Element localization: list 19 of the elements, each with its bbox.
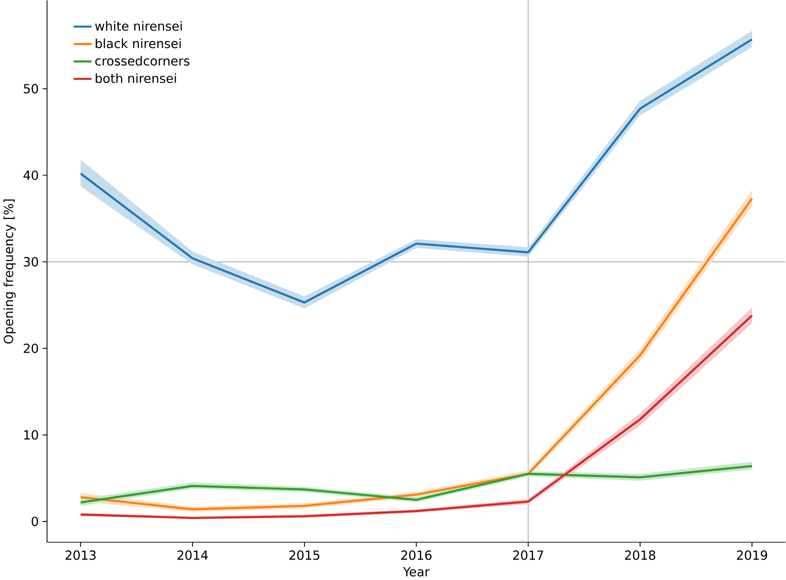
x-tick-label: 2014	[177, 550, 208, 560]
y-tick-label: 20	[24, 344, 38, 354]
x-tick-label: 2019	[736, 550, 768, 560]
x-tick-label: 2017	[513, 550, 544, 560]
legend-label: crossedcorners	[95, 56, 190, 66]
y-axis-title: Opening frequency [%]	[4, 199, 16, 344]
legend-label: white nirensei	[95, 21, 182, 31]
legend-label: both nirensei	[96, 73, 176, 84]
x-tick-label: 2016	[401, 550, 432, 560]
y-tick-label: 40	[23, 170, 38, 180]
x-axis-title: Year	[402, 567, 430, 576]
x-tick-label: 2018	[625, 550, 656, 560]
legend-label: black nirensei	[96, 38, 181, 48]
y-tick-label: 10	[24, 430, 38, 440]
y-tick-label: 30	[24, 257, 38, 267]
y-tick-label: 0	[32, 516, 38, 526]
y-tick-label: 50	[24, 84, 38, 94]
x-tick-label: 2015	[289, 550, 320, 560]
x-tick-label: 2013	[66, 550, 96, 560]
